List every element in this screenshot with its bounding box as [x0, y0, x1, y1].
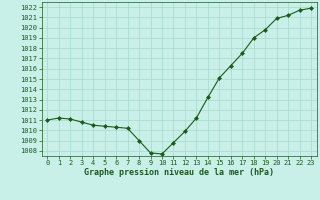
X-axis label: Graphe pression niveau de la mer (hPa): Graphe pression niveau de la mer (hPa)	[84, 168, 274, 177]
